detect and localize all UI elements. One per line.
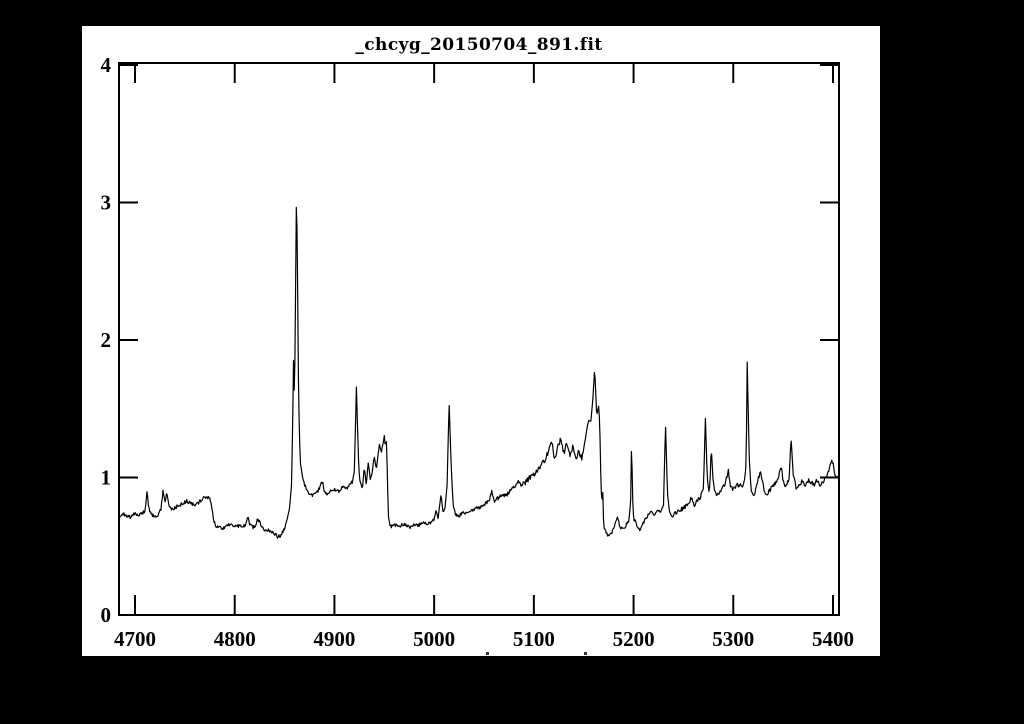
- y-tick-label: 2: [101, 328, 112, 352]
- spectrum-line: [119, 206, 839, 539]
- y-tick-label: 4: [101, 53, 112, 77]
- clipped-xlabel-marks: [486, 652, 587, 655]
- clipped-glyph-mark: [486, 652, 489, 655]
- plot-background: [82, 26, 880, 656]
- x-tick-label: 4900: [313, 627, 355, 651]
- x-tick-label: 4800: [214, 627, 256, 651]
- x-tick-label: 4700: [114, 627, 156, 651]
- x-tick-label: 5200: [613, 627, 655, 651]
- spectrum-curve: [119, 206, 839, 539]
- x-tick-label: 5400: [812, 627, 854, 651]
- y-tick-label: 3: [101, 191, 112, 215]
- x-tick-label: 5300: [712, 627, 754, 651]
- clipped-glyph-mark: [584, 652, 587, 655]
- plot-title: _chcyg_20150704_891.fit: [355, 35, 602, 55]
- x-tick-label: 5000: [413, 627, 455, 651]
- axis-frame-and-ticks: [118, 62, 840, 616]
- y-tick-label: 0: [101, 603, 112, 627]
- axis-frame: [118, 62, 840, 616]
- tick-labels: 4700 4800 4900 5000 5100 5200 5300 5400 0 1 2 3 4: [101, 53, 855, 651]
- y-tick-label: 1: [101, 466, 112, 490]
- x-tick-label: 5100: [513, 627, 555, 651]
